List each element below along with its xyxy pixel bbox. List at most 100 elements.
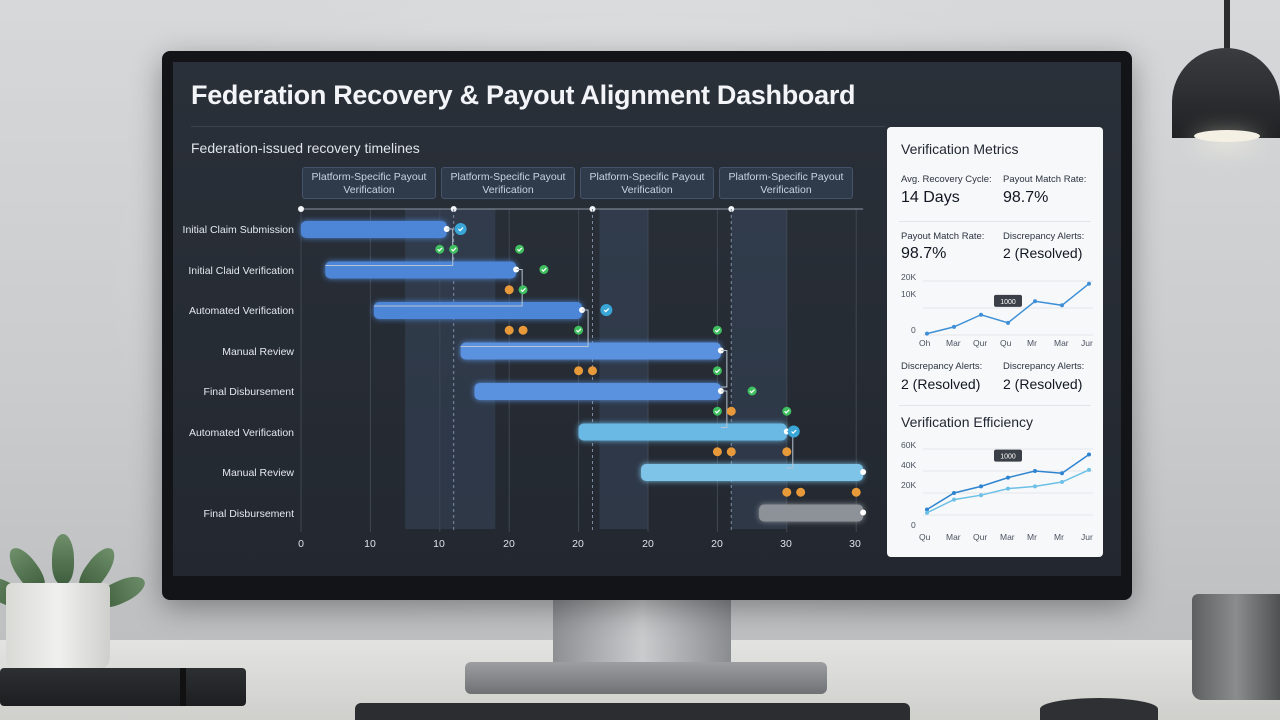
dependency-connector — [720, 350, 728, 388]
discrepancy-label-2: Discrepancy Alerts: — [901, 361, 983, 372]
chart-x-tick-label: Mr — [1054, 532, 1064, 542]
discrepancy-value-2: 2 (Resolved) — [901, 376, 981, 392]
check-mark — [451, 247, 457, 252]
x-tick-label: 20 — [642, 538, 654, 550]
divider — [899, 221, 1091, 222]
discrepancy-value-3: 2 (Resolved) — [1003, 376, 1083, 392]
gantt-bar — [460, 342, 721, 360]
check-mark — [437, 247, 443, 252]
phase-header-3[interactable]: Platform-Specific Payout Verification — [580, 167, 714, 199]
phase-marker — [298, 206, 304, 212]
chart-x-tick-label: Mar — [1000, 532, 1015, 542]
discrepancy-label-3: Discrepancy Alerts: — [1003, 361, 1085, 372]
chart-x-tick-label: Mar — [946, 338, 961, 348]
gantt-bar — [373, 302, 583, 319]
chart-point — [979, 493, 983, 498]
match-rate-label-2: Payout Match Rate: — [901, 231, 985, 242]
x-tick-label: 10 — [433, 538, 445, 550]
phase-header-4[interactable]: Platform-Specific Payout Verification — [719, 167, 853, 199]
chart-series-line — [926, 283, 1090, 335]
chart-point — [979, 484, 983, 489]
match-rate-value-2: 98.7% — [901, 245, 947, 262]
chart-x-tick-label: Oh — [919, 338, 931, 348]
coffee-mug — [1192, 594, 1280, 700]
check-mark — [714, 409, 721, 414]
check-mark — [714, 368, 721, 374]
efficiency-trend-chart[interactable]: 1000 — [923, 441, 1093, 523]
check-mark — [749, 389, 755, 394]
status-marker — [747, 386, 757, 396]
chart2-y-tick: 20K — [901, 480, 917, 490]
chart1-y-tick: 20K — [901, 272, 917, 282]
status-marker — [539, 265, 549, 274]
chart-x-tick-label: Qur — [973, 532, 988, 542]
phase-band — [405, 209, 496, 529]
chart-point — [1087, 281, 1091, 286]
chart-point — [1006, 475, 1010, 480]
phase-header-2[interactable]: Platform-Specific Payout Verification — [441, 167, 575, 199]
chart-annotation: 1000 — [994, 294, 1022, 307]
check-mark — [784, 409, 790, 414]
status-marker — [449, 244, 459, 254]
mouse — [1040, 698, 1158, 720]
x-tick-label: 20 — [503, 538, 515, 550]
gantt-svg — [298, 206, 867, 532]
row-label-7: Manual Review — [222, 467, 294, 479]
metrics-header: Verification Metrics — [901, 141, 1019, 157]
phase-header-1[interactable]: Platform-Specific Payout Verification — [302, 167, 436, 199]
x-tick-label: 30 — [780, 538, 792, 550]
chart-point — [952, 491, 956, 495]
dependency-connector — [460, 309, 589, 347]
status-marker — [782, 487, 792, 497]
dashboard-screen: Federation Recovery & Payout Alignment D… — [173, 62, 1121, 576]
monitor-stand — [553, 598, 731, 668]
chart-point — [979, 312, 983, 317]
chart-annotation: 1000 — [994, 449, 1022, 462]
chart-x-tick-label: Mr — [1027, 532, 1037, 542]
chart2-y-tick: 60K — [901, 440, 917, 450]
check-mark — [575, 328, 582, 333]
status-marker — [518, 285, 528, 295]
status-marker — [515, 244, 525, 254]
status-marker — [712, 447, 722, 457]
chart2-y-tick: 0 — [911, 520, 916, 530]
chart-point — [952, 497, 956, 502]
row-label-8: Final Disbursement — [203, 508, 294, 520]
status-marker — [518, 325, 528, 335]
payout-trend-chart[interactable]: 1000 — [923, 273, 1093, 343]
status-marker — [504, 325, 514, 335]
row-label-3: Automated Verification — [188, 305, 294, 317]
check-mark — [457, 227, 464, 232]
divider — [899, 405, 1091, 406]
timeline-title: Federation-issued recovery timelines — [191, 140, 420, 156]
chart-x-tick-label: Jur — [1081, 338, 1093, 348]
gantt-bar — [759, 504, 864, 522]
chart-point — [925, 331, 929, 336]
gantt-bar — [578, 423, 787, 441]
chart-point — [1006, 486, 1010, 491]
chart-point — [1006, 320, 1010, 325]
notebook — [0, 668, 246, 706]
chart-point — [952, 324, 956, 329]
row-label-6: Automated Verification — [188, 427, 294, 439]
chart-x-tick-label: Qur — [973, 338, 988, 348]
status-marker — [851, 487, 861, 497]
status-marker — [787, 425, 800, 438]
avg-cycle-label: Avg. Recovery Cycle: — [901, 174, 992, 185]
chart-point — [1033, 484, 1037, 489]
status-marker — [712, 406, 722, 416]
x-tick-label: 20 — [711, 538, 723, 550]
row-label-5: Final Disbursement — [203, 386, 294, 398]
chart-point — [925, 510, 929, 515]
chart-point — [1087, 467, 1091, 472]
check-mark — [520, 287, 526, 293]
plant-pot — [6, 583, 110, 671]
bar-end-dot — [860, 469, 867, 475]
x-tick-label: 10 — [364, 538, 376, 550]
bar-end-dot — [860, 509, 867, 516]
status-marker — [504, 285, 514, 295]
discrepancy-value: 2 (Resolved) — [1003, 245, 1083, 261]
status-marker — [796, 487, 806, 497]
status-marker — [435, 244, 445, 254]
discrepancy-label: Discrepancy Alerts: — [1003, 231, 1085, 242]
